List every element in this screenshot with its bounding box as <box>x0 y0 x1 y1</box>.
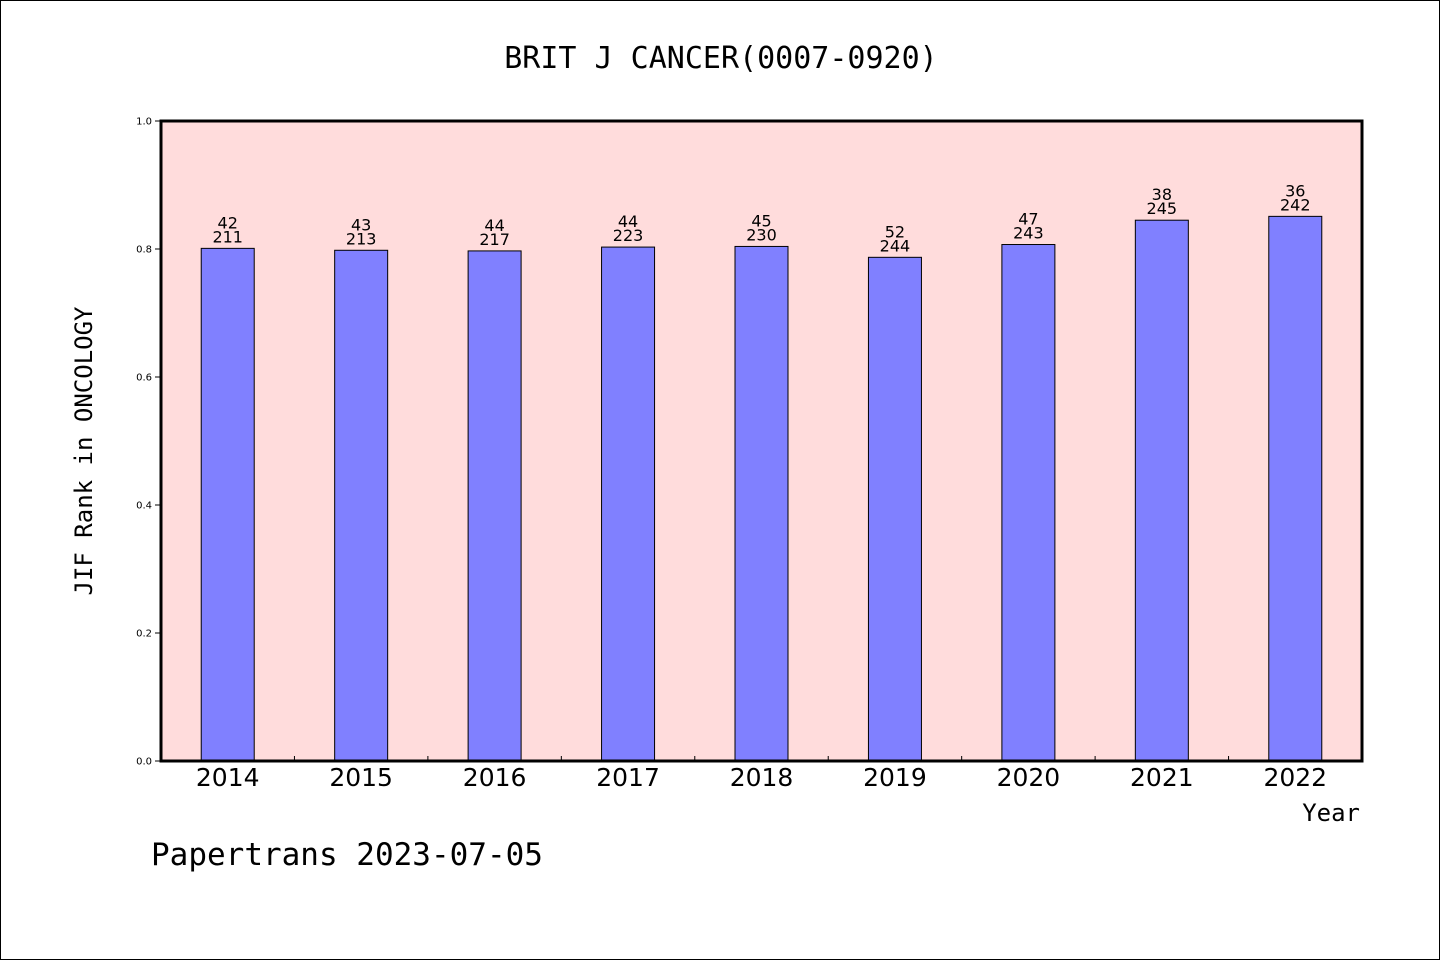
bar-rank-label: 36 <box>1285 181 1305 200</box>
bar-rank-label: 42 <box>218 213 238 232</box>
y-tick-label: 0.2 <box>136 629 152 640</box>
bar-total-label: 242 <box>1280 195 1311 214</box>
bar-rank-label: 47 <box>1018 210 1038 229</box>
bars-group <box>200 215 1323 762</box>
bar-rank-label: 45 <box>751 211 771 230</box>
x-tick-label: 2016 <box>463 763 527 792</box>
x-tick-label: 2014 <box>196 763 260 792</box>
bar-total-label: 230 <box>746 225 777 244</box>
x-tick-label: 2020 <box>997 763 1061 792</box>
footer-text: Papertrans 2023-07-05 <box>151 837 543 873</box>
bar-2021 <box>1134 219 1189 762</box>
x-axis-ticks: 2014 2015 2016 2017 2018 2019 2020 2021 2022 <box>196 756 1327 792</box>
bar-2019 <box>867 256 922 762</box>
x-tick-label: 2017 <box>596 763 660 792</box>
x-tick-label: 2015 <box>329 763 393 792</box>
bar-2018 <box>734 245 789 762</box>
bar-2014 <box>200 247 255 762</box>
bar-rank-label: 43 <box>351 215 371 234</box>
y-tick-label: 0.6 <box>136 373 152 384</box>
bar-2015 <box>334 249 389 762</box>
bar-total-label: 223 <box>613 226 644 245</box>
x-tick-label: 2018 <box>730 763 794 792</box>
y-axis-ticks: 0.0 0.2 0.4 0.6 0.8 1.0 <box>136 117 161 768</box>
bar-rank-label: 44 <box>484 216 504 235</box>
x-axis-label: Year <box>1302 799 1360 827</box>
bar-2017 <box>601 246 656 762</box>
y-tick-label: 0.8 <box>136 245 152 256</box>
bar-2016 <box>467 250 522 762</box>
bar-2020 <box>1001 244 1056 762</box>
bar-total-label: 211 <box>212 227 243 246</box>
y-axis-label: JIF Rank in ONCOLOGY <box>70 306 98 596</box>
x-tick-label: 2022 <box>1263 763 1327 792</box>
bar-2022 <box>1268 215 1323 762</box>
bar-total-label: 213 <box>346 229 377 248</box>
plot-border <box>159 119 1364 763</box>
bar-total-label: 243 <box>1013 224 1044 243</box>
x-tick-label: 2021 <box>1130 763 1194 792</box>
y-tick-label: 0.4 <box>136 501 152 512</box>
bar-total-label: 244 <box>880 236 911 255</box>
chart-title: BRIT J CANCER(0007-0920) <box>504 41 937 76</box>
bar-rank-label: 52 <box>885 222 905 241</box>
bar-rank-label: 38 <box>1152 185 1172 204</box>
bar-total-label: 217 <box>479 230 510 249</box>
y-tick-label: 1.0 <box>136 117 152 128</box>
bar-rank-label: 44 <box>618 212 638 231</box>
bar-total-label: 245 <box>1147 199 1178 218</box>
y-tick-label: 0.0 <box>136 757 152 768</box>
x-tick-label: 2019 <box>863 763 927 792</box>
